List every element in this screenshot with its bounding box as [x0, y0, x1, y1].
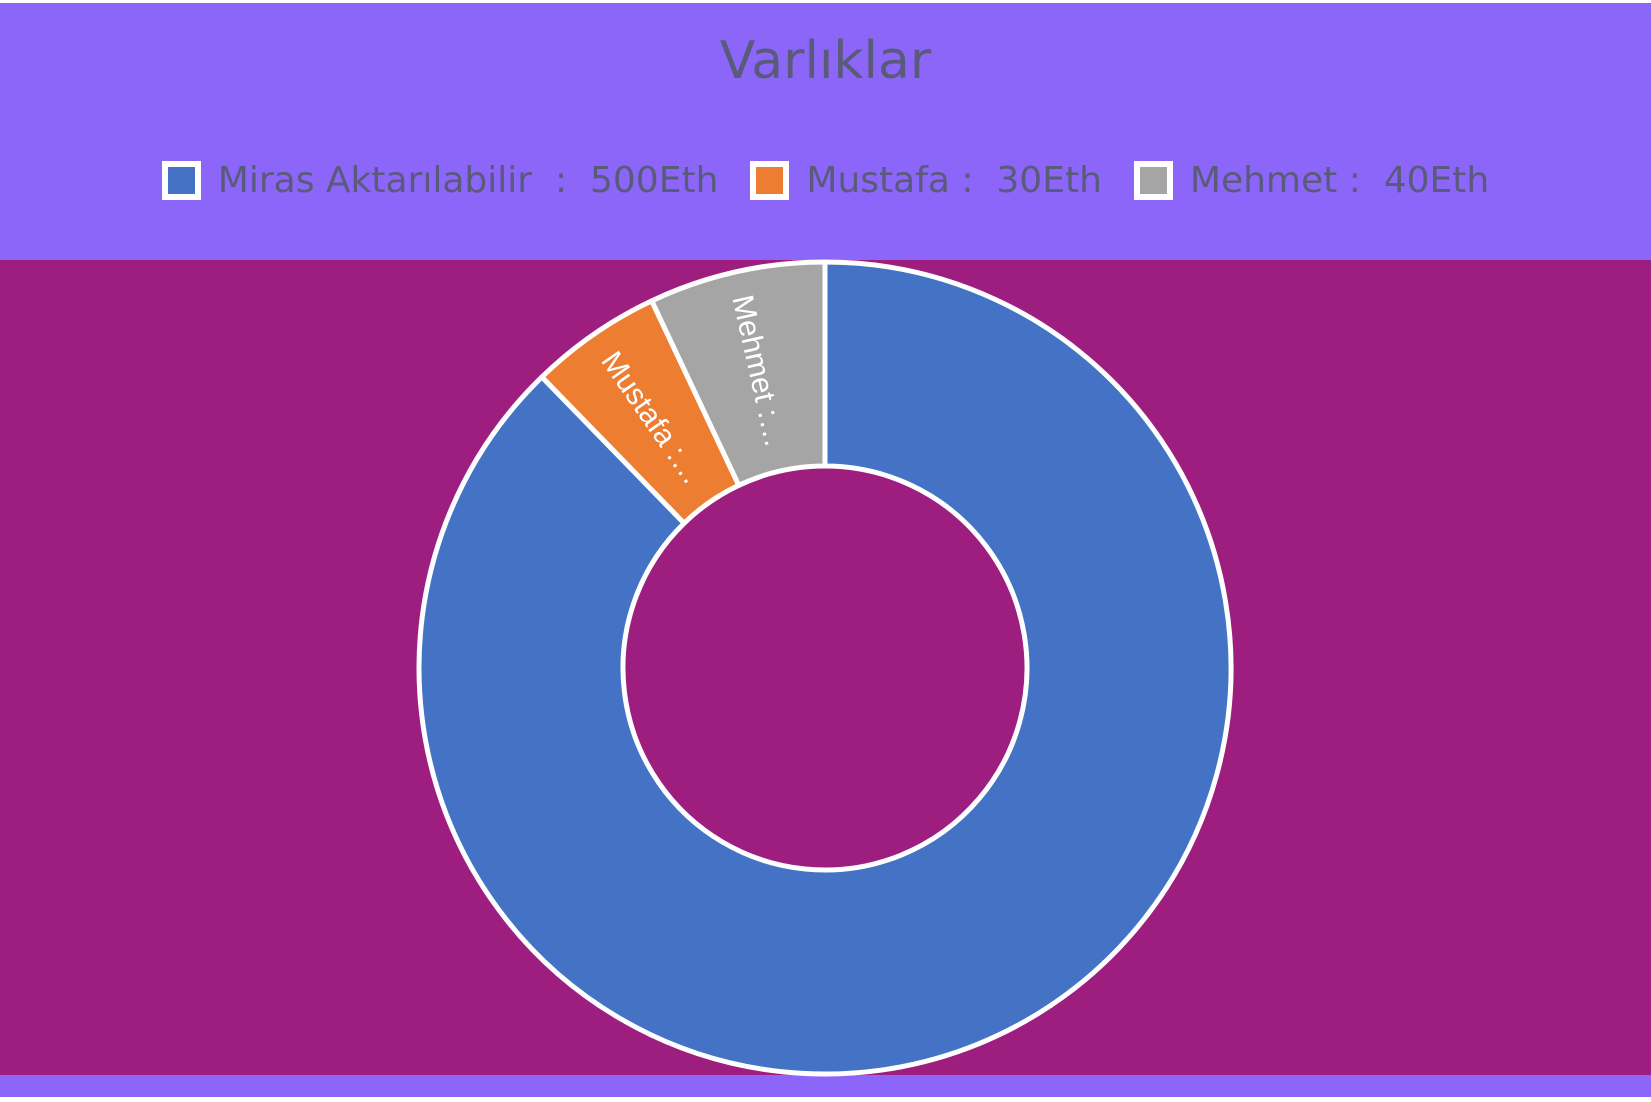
- legend-item-miras[interactable]: Miras Aktarılabilir : 500Eth: [161, 159, 719, 201]
- legend: Miras Aktarılabilir : 500Eth Mustafa : 3…: [0, 161, 1651, 200]
- legend-swatch-miras: [161, 161, 201, 200]
- legend-swatch-mustafa: [750, 161, 790, 200]
- legend-label-miras: Miras Aktarılabilir : 500Eth: [217, 159, 719, 201]
- legend-item-mehmet[interactable]: Mehmet : 40Eth: [1133, 159, 1490, 201]
- slice-miras[interactable]: [416, 259, 1234, 1077]
- chart-title: Varlıklar: [719, 31, 932, 91]
- slice-mehmet[interactable]: [649, 259, 828, 488]
- legend-item-mustafa[interactable]: Mustafa : 30Eth: [750, 161, 1102, 200]
- legend-label-mustafa: Mustafa : 30Eth: [806, 159, 1102, 201]
- donut-chart: Mustafa :… Mehmet :…: [416, 259, 1234, 1077]
- legend-label-mehmet: Mehmet : 40Eth: [1189, 159, 1490, 201]
- chart-frame: Varlıklar Miras Aktarılabilir : 500Eth M…: [0, 3, 1651, 1097]
- legend-swatch-mehmet: [1133, 161, 1173, 200]
